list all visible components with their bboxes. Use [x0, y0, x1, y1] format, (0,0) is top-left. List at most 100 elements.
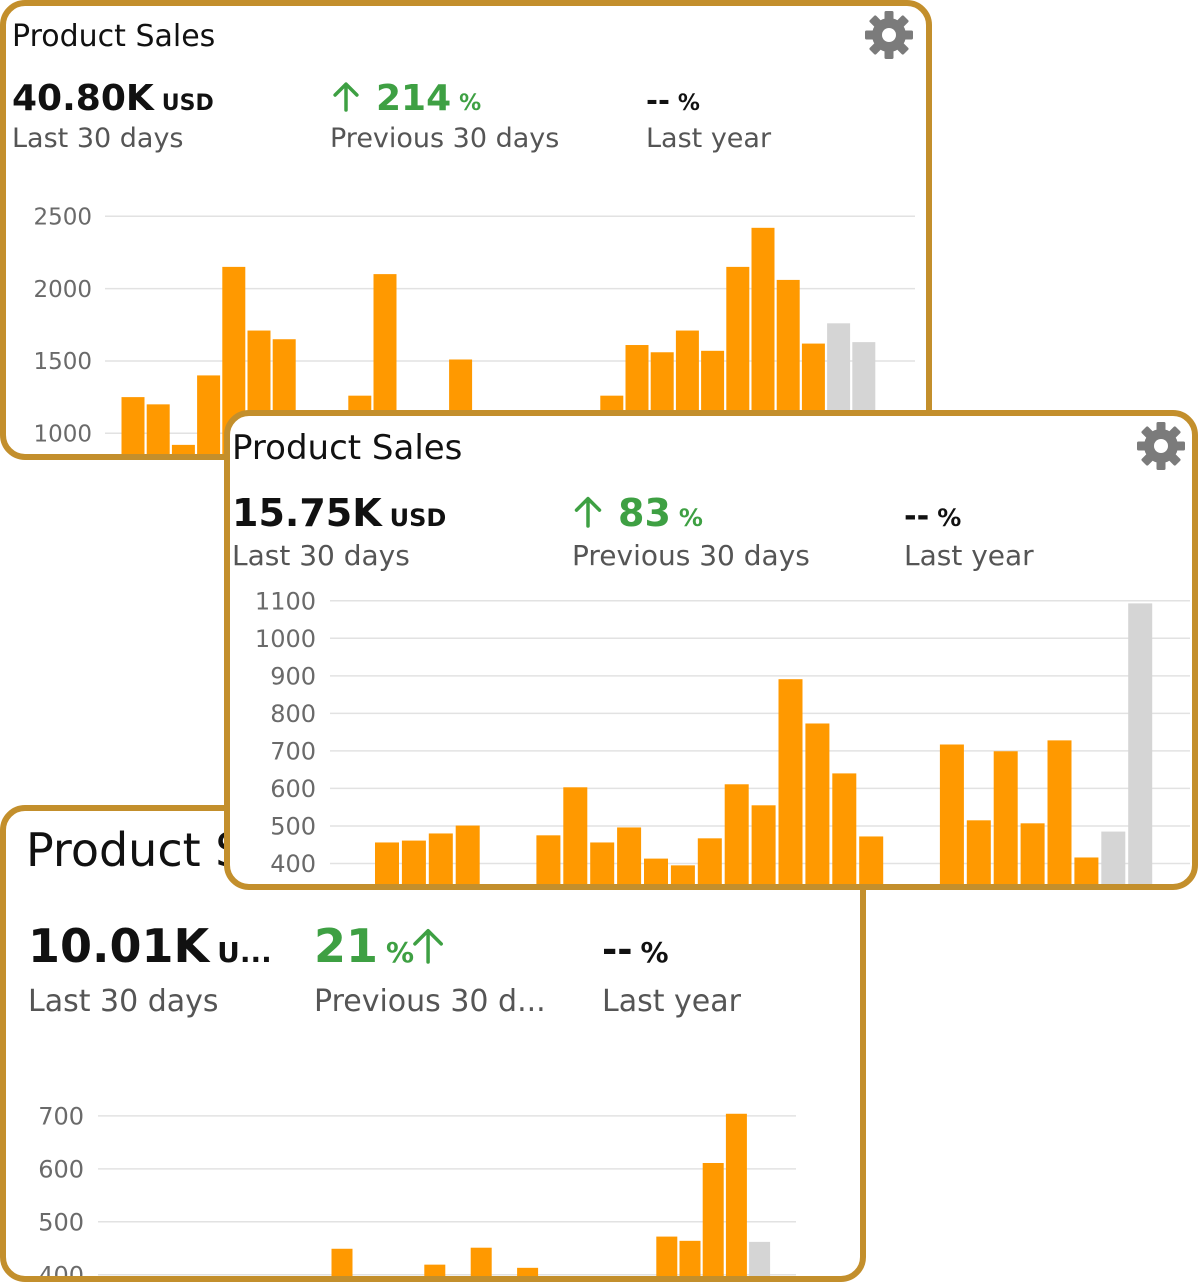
metric-unit: U...: [217, 936, 272, 969]
metric-label: Last year: [602, 984, 742, 1019]
metric-value: --%: [602, 928, 669, 971]
y-tick-label: 900: [270, 662, 316, 690]
bar: [517, 1267, 539, 1279]
y-tick-label: 2000: [33, 277, 92, 303]
card-background: [3, 808, 863, 1279]
metric-label: Previous 30 days: [330, 123, 559, 154]
metric-number: 15.75K: [232, 491, 383, 535]
bar: [702, 1163, 724, 1279]
up-arrow-icon: [333, 82, 359, 112]
bar: [751, 227, 775, 455]
metric-number: 40.80K: [12, 78, 155, 119]
metric-unit: %: [678, 91, 700, 116]
metric-number: --: [646, 83, 670, 117]
metric-unit: USD: [162, 91, 214, 116]
sales-card: Product Sales 15.75K USD Last 30 days 83 % Pre…: [224, 410, 1198, 890]
metric-unit: %: [937, 504, 961, 532]
metric-label: Last 30 days: [28, 984, 219, 1019]
bar: [428, 833, 453, 886]
y-tick-label: 600: [38, 1155, 84, 1183]
metric-number: 10.01K: [28, 919, 212, 973]
metric-value: 15.75K USD: [232, 491, 446, 535]
bar: [749, 1241, 771, 1279]
bar: [859, 836, 884, 886]
y-tick-label: 500: [38, 1208, 84, 1236]
settings-gear-icon[interactable]: [1137, 422, 1185, 470]
bar: [1020, 823, 1045, 886]
y-tick-label: 700: [38, 1103, 84, 1131]
metric-number: 21: [314, 919, 378, 973]
gear-hole: [882, 28, 896, 42]
y-tick-label: 1100: [255, 587, 316, 615]
bar: [331, 1248, 353, 1279]
metric-label: Last 30 days: [12, 123, 184, 154]
bar: [1074, 857, 1099, 886]
bar: [470, 1247, 492, 1279]
up-arrow-icon: [413, 928, 443, 964]
y-tick-label: 400: [270, 850, 316, 878]
bar: [146, 404, 170, 455]
y-tick-label: 700: [270, 738, 316, 766]
bar: [670, 865, 695, 886]
y-tick-label: 1000: [255, 625, 316, 653]
metric-unit: %: [641, 936, 669, 969]
bar: [424, 1264, 446, 1279]
metric-value: 10.01K U...: [28, 919, 272, 973]
metric-number: 214: [376, 78, 451, 119]
bar: [590, 842, 615, 886]
bar: [805, 723, 830, 886]
bar: [1047, 740, 1072, 886]
metric-value: 83%: [618, 491, 703, 535]
bar: [725, 1113, 747, 1279]
bar: [197, 375, 221, 455]
card-content: Product Sales 15.75K USD Last 30 days 83 % Pre…: [232, 422, 1190, 886]
bar: [679, 1240, 701, 1279]
bar: [832, 773, 857, 886]
y-tick-label: 800: [270, 700, 316, 728]
settings-gear-icon[interactable]: [865, 11, 913, 59]
up-arrow-icon: [574, 496, 602, 528]
metric-unit: %: [386, 936, 414, 969]
metric-number: --: [602, 928, 633, 971]
metric-unit: USD: [390, 504, 447, 532]
metric-label: Previous 30 days: [572, 539, 810, 572]
y-tick-label: 500: [270, 813, 316, 841]
metric-label: Previous 30 d...: [314, 984, 546, 1019]
bar: [171, 444, 195, 455]
bar: [563, 787, 588, 886]
bar: [644, 858, 668, 886]
bar: [121, 397, 145, 455]
bar: [697, 838, 722, 886]
metric-unit: %: [459, 91, 481, 116]
bar: [536, 835, 561, 886]
bar: [724, 784, 749, 886]
sales-card: Product Sales 40.80K USD Last 30 days 214 % Pr…: [0, 0, 932, 460]
metric-value: 40.80K USD: [12, 78, 214, 119]
bar: [222, 266, 246, 455]
y-tick-label: 400: [38, 1261, 84, 1282]
metric-value: 214%: [376, 78, 481, 119]
bar: [455, 825, 480, 886]
card-border: [224, 410, 1198, 890]
bar: [373, 274, 397, 455]
card-title: Product Sales: [232, 428, 462, 468]
bar: [375, 842, 399, 886]
y-tick-label: 600: [270, 775, 316, 803]
bar: [617, 827, 642, 886]
metric-unit: %: [679, 504, 703, 532]
y-tick-label: 2500: [33, 205, 92, 231]
y-tick-label: 1000: [33, 422, 92, 448]
metric-value: --%: [904, 499, 961, 534]
metric-label: Last 30 days: [232, 539, 410, 572]
bar: [1128, 603, 1153, 886]
bar: [751, 805, 776, 886]
bar: [1101, 831, 1126, 886]
bar: [993, 751, 1018, 886]
bar: [401, 840, 426, 886]
metric-label: Last year: [904, 539, 1034, 572]
metric-number: 83: [618, 491, 671, 535]
metric-number: --: [904, 499, 929, 534]
card-title: Product Sales: [12, 19, 215, 54]
